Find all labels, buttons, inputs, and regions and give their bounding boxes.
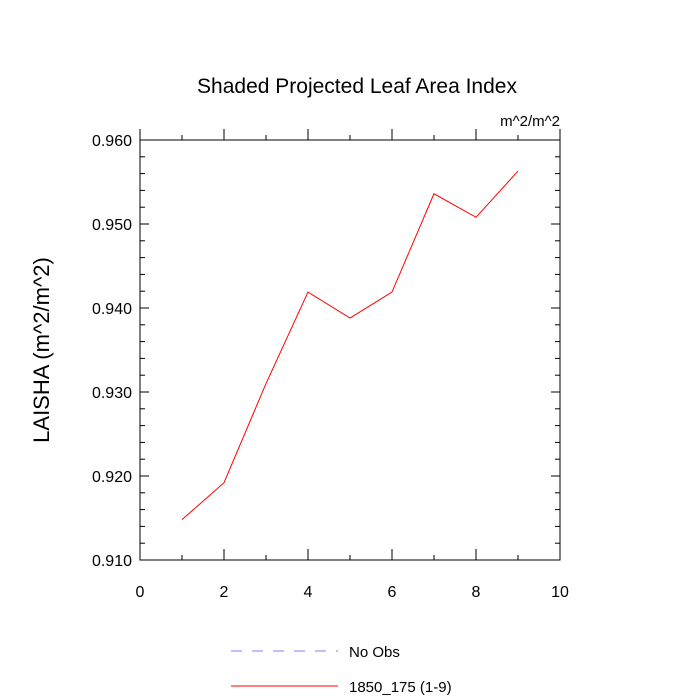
y-tick-label: 0.960 bbox=[92, 133, 132, 150]
x-tick-label: 6 bbox=[388, 584, 397, 601]
x-tick-label: 2 bbox=[220, 584, 229, 601]
y-tick-label: 0.930 bbox=[92, 385, 132, 402]
y-tick-label: 0.920 bbox=[92, 469, 132, 486]
plot-frame bbox=[139, 139, 561, 561]
x-tick-label: 10 bbox=[551, 584, 569, 601]
chart-title: Shaded Projected Leaf Area Index bbox=[197, 75, 517, 98]
x-tick-label: 0 bbox=[136, 584, 145, 601]
y-axis-ticks: 0.910 0.920 0.930 0.940 0.950 0.960 bbox=[92, 133, 560, 570]
y-tick-label: 0.940 bbox=[92, 301, 132, 318]
y-tick-label: 0.950 bbox=[92, 217, 132, 234]
legend: No Obs 1850_175 (1-9) bbox=[231, 644, 452, 696]
series-line-1850-175-1-9- bbox=[181, 170, 519, 521]
series-layer bbox=[181, 170, 519, 521]
y-axis-label: LAISHA (m^2/m^2) bbox=[29, 257, 54, 443]
x-tick-label: 8 bbox=[472, 584, 481, 601]
units-label: m^2/m^2 bbox=[500, 113, 560, 130]
x-tick-label: 4 bbox=[304, 584, 313, 601]
legend-label: No Obs bbox=[349, 644, 400, 661]
x-axis-ticks: 0 2 4 6 8 10 bbox=[136, 129, 569, 601]
legend-label: 1850_175 (1-9) bbox=[349, 679, 452, 696]
y-tick-label: 0.910 bbox=[92, 553, 132, 570]
